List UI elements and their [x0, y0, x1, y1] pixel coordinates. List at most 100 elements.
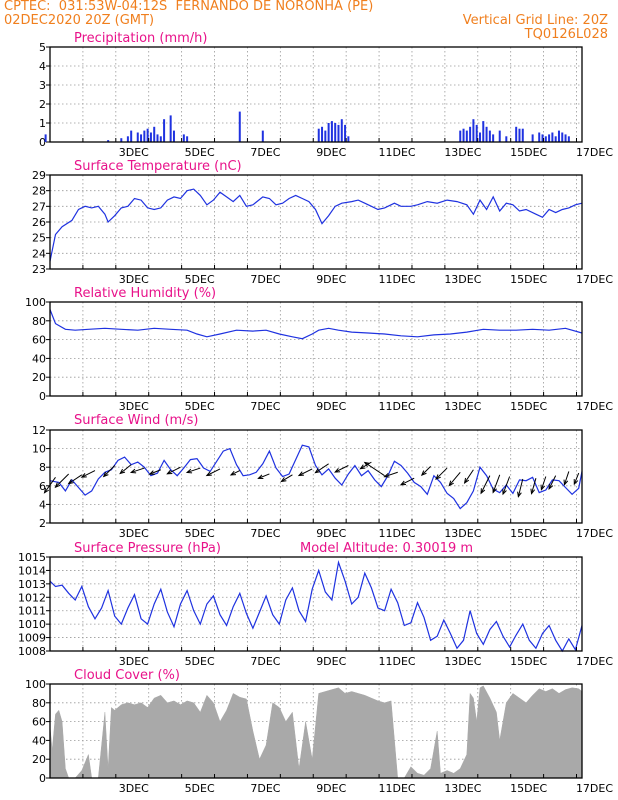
precip-bar [485, 126, 488, 142]
panel-1: Precipitation (mm/h) 0 1 2 3 4 5 3DEC 5DEC 7DEC 9D… [39, 31, 613, 159]
precip-bar [551, 132, 554, 142]
y-tick-label: 1008 [18, 645, 46, 658]
x-tick-label: 17DEC [576, 400, 613, 413]
y-tick-label: 0 [39, 136, 46, 149]
precip-bar [564, 134, 567, 142]
wind-arrow-head [334, 467, 341, 473]
series-line [49, 560, 583, 653]
wind-arrow [364, 462, 385, 477]
wind-arrow-head [257, 474, 264, 479]
precip-bar [261, 130, 264, 142]
precip-bar [120, 138, 123, 142]
x-tick-label: 9DEC [316, 527, 346, 540]
wind-arrow [480, 475, 491, 494]
y-tick-label: 12 [32, 424, 46, 437]
x-tick-label: 7DEC [250, 146, 280, 159]
y-tick-label: 26 [32, 216, 46, 229]
x-tick-label: 7DEC [250, 782, 280, 795]
station-info: CPTEC: 031:53W-04:12S FERNANDO DE NORONH… [4, 0, 374, 14]
x-tick-label: 3DEC [119, 273, 149, 286]
series-line [49, 309, 583, 340]
y-tick-label: 27 [32, 200, 46, 213]
y-tick-label: 1009 [18, 632, 46, 645]
y-tick-label: 3 [39, 79, 46, 92]
precip-bar [340, 119, 343, 142]
panel-2: Surface Temperature (nC) 23 24 25 26 27 28 29 3D… [32, 159, 613, 286]
wind-arrow-head [280, 477, 287, 483]
precip-bar [541, 134, 544, 142]
wind-arrow-head [359, 464, 366, 470]
x-tick-label: 15DEC [510, 782, 547, 795]
series-line [49, 188, 583, 262]
wind-arrow-head [363, 461, 370, 467]
panel-frame [49, 556, 583, 652]
x-tick-label: 5DEC [185, 782, 215, 795]
precip-bar [544, 136, 547, 142]
wind-arrow-head [383, 472, 390, 478]
wind-arrow [55, 473, 70, 488]
wind-arrow [258, 473, 270, 479]
wind-arrow-head [102, 471, 109, 478]
y-tick-label: 8 [39, 461, 46, 474]
header: CPTEC: 031:53W-04:12S FERNANDO DE NORONH… [0, 0, 618, 45]
wind-arrow [81, 470, 96, 478]
x-tick-label: 3DEC [119, 782, 149, 795]
wind-arrow-head [548, 483, 554, 491]
wind-arrow-head [43, 487, 50, 494]
wind-arrow-head [492, 487, 497, 494]
x-tick-label: 17DEC [576, 655, 613, 668]
y-tick-label: 20 [32, 753, 46, 766]
precip-bar [554, 136, 557, 142]
x-tick-label: 7DEC [250, 655, 280, 668]
panel-title: Surface Wind (m/s) [74, 413, 198, 428]
x-tick-label: 5DEC [185, 655, 215, 668]
y-tick-label: 80 [32, 315, 46, 328]
precip-bar [149, 132, 152, 142]
precip-bar [482, 121, 485, 142]
wind-arrow [298, 468, 313, 476]
model-id: TQ0126L028 [524, 27, 608, 42]
x-tick-label: 5DEC [185, 146, 215, 159]
wind-arrow [400, 477, 415, 486]
wind-arrow-head [480, 488, 486, 495]
wind-arrow [435, 467, 448, 480]
precip-bar [324, 130, 327, 142]
y-tick-label: 4 [39, 60, 46, 73]
precip-bar [347, 136, 350, 142]
precip-bar [475, 124, 478, 142]
x-tick-label: 7DEC [250, 400, 280, 413]
y-tick-label: 24 [32, 247, 46, 260]
wind-arrow-head [205, 471, 212, 477]
wind-arrow [281, 474, 293, 482]
precip-bar [163, 119, 166, 142]
precip-bar [344, 124, 347, 142]
wind-arrow [517, 478, 524, 497]
precip-bar [515, 126, 518, 142]
wind-arrow [421, 466, 431, 476]
precip-bar [459, 130, 462, 142]
x-tick-label: 9DEC [316, 400, 346, 413]
precip-bar [107, 140, 110, 142]
x-tick-label: 9DEC [316, 273, 346, 286]
y-tick-label: 80 [32, 697, 46, 710]
x-tick-label: 7DEC [250, 527, 280, 540]
x-tick-label: 3DEC [119, 400, 149, 413]
precip-bar [330, 121, 333, 142]
y-tick-label: 20 [32, 371, 46, 384]
panel-5: Surface Pressure (hPa) Model Altitude: 0.… [18, 541, 613, 668]
precip-bar [531, 134, 534, 142]
y-tick-label: 2 [39, 517, 46, 530]
x-tick-label: 15DEC [510, 655, 547, 668]
y-tick-label: 100 [25, 296, 46, 309]
x-tick-label: 15DEC [510, 400, 547, 413]
y-tick-label: 0 [39, 390, 46, 403]
precip-bar [44, 134, 47, 142]
y-tick-label: 29 [32, 169, 46, 182]
wind-arrow [206, 468, 221, 476]
x-tick-label: 11DEC [379, 782, 416, 795]
x-tick-label: 5DEC [185, 400, 215, 413]
precip-bar [317, 128, 320, 142]
wind-arrow [448, 471, 461, 486]
precip-bar [169, 115, 172, 142]
x-tick-label: 11DEC [379, 146, 416, 159]
